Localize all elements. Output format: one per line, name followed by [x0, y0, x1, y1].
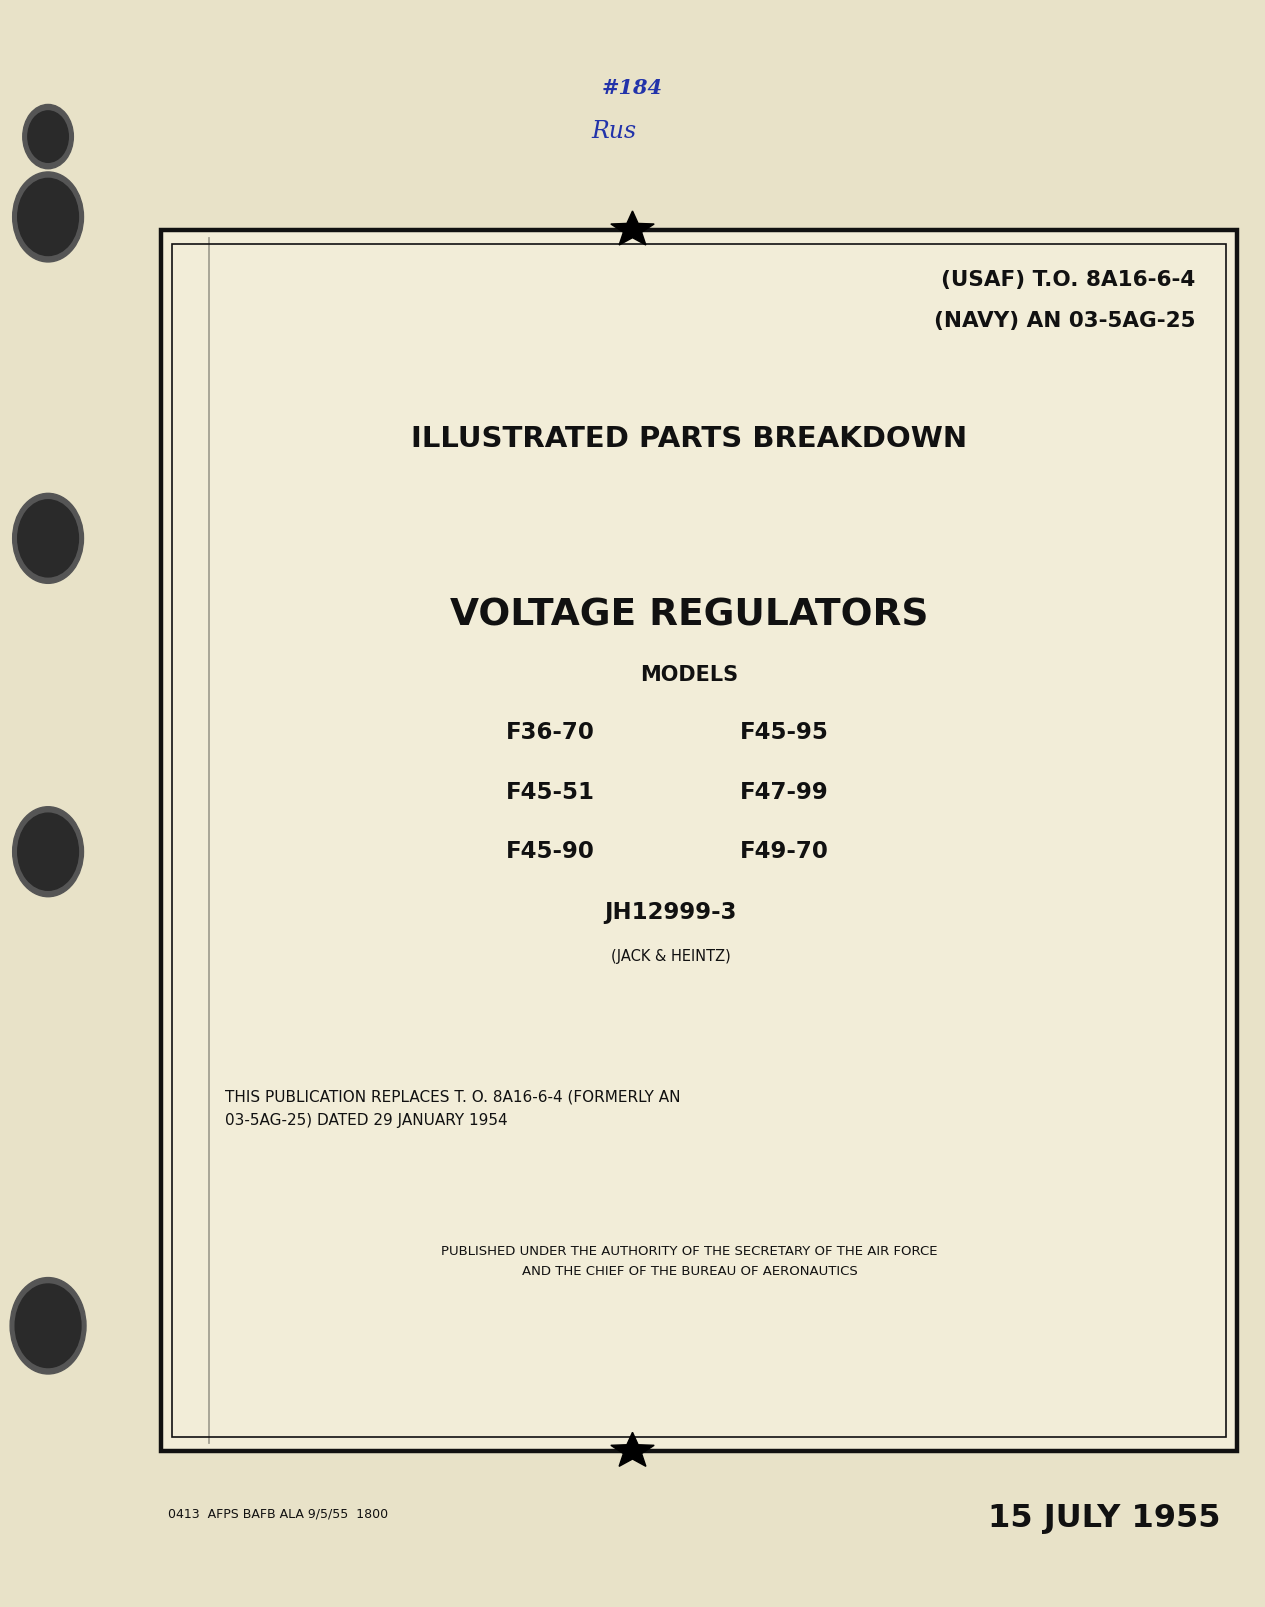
Circle shape [13, 807, 83, 897]
Text: VOLTAGE REGULATORS: VOLTAGE REGULATORS [450, 598, 929, 633]
Text: THIS PUBLICATION REPLACES T. O. 8A16-6-4 (FORMERLY AN
03-5AG-25) DATED 29 JANUAR: THIS PUBLICATION REPLACES T. O. 8A16-6-4… [225, 1090, 681, 1128]
Bar [172, 244, 1226, 1437]
Text: 0413  AFPS BAFB ALA 9/5/55  1800: 0413 AFPS BAFB ALA 9/5/55 1800 [168, 1507, 388, 1520]
Text: JH12999-3: JH12999-3 [605, 902, 736, 924]
Circle shape [18, 500, 78, 577]
Circle shape [10, 1278, 86, 1374]
Text: 15 JULY 1955: 15 JULY 1955 [988, 1503, 1221, 1535]
Text: (NAVY) AN 03-5AG-25: (NAVY) AN 03-5AG-25 [934, 312, 1195, 331]
Circle shape [18, 178, 78, 256]
Circle shape [28, 111, 68, 162]
Bar [161, 230, 1237, 1451]
Text: F47-99: F47-99 [740, 781, 829, 804]
Text: F45-51: F45-51 [506, 781, 595, 804]
Text: PUBLISHED UNDER THE AUTHORITY OF THE SECRETARY OF THE AIR FORCE
AND THE CHIEF OF: PUBLISHED UNDER THE AUTHORITY OF THE SEC… [441, 1245, 937, 1278]
Text: #184: #184 [602, 79, 663, 98]
Text: F45-95: F45-95 [740, 722, 829, 744]
Circle shape [18, 813, 78, 890]
Circle shape [15, 1284, 81, 1368]
Circle shape [13, 172, 83, 262]
Text: (USAF) T.O. 8A16-6-4: (USAF) T.O. 8A16-6-4 [941, 270, 1195, 289]
Circle shape [13, 493, 83, 583]
Text: F45-90: F45-90 [506, 840, 595, 863]
Text: F36-70: F36-70 [506, 722, 595, 744]
Circle shape [23, 104, 73, 169]
Text: ILLUSTRATED PARTS BREAKDOWN: ILLUSTRATED PARTS BREAKDOWN [411, 424, 968, 453]
Text: MODELS: MODELS [640, 665, 739, 685]
Polygon shape [611, 211, 654, 244]
Text: (JACK & HEINTZ): (JACK & HEINTZ) [611, 948, 730, 964]
Text: F49-70: F49-70 [740, 840, 829, 863]
Text: Rus: Rus [591, 121, 636, 143]
Polygon shape [611, 1432, 654, 1466]
